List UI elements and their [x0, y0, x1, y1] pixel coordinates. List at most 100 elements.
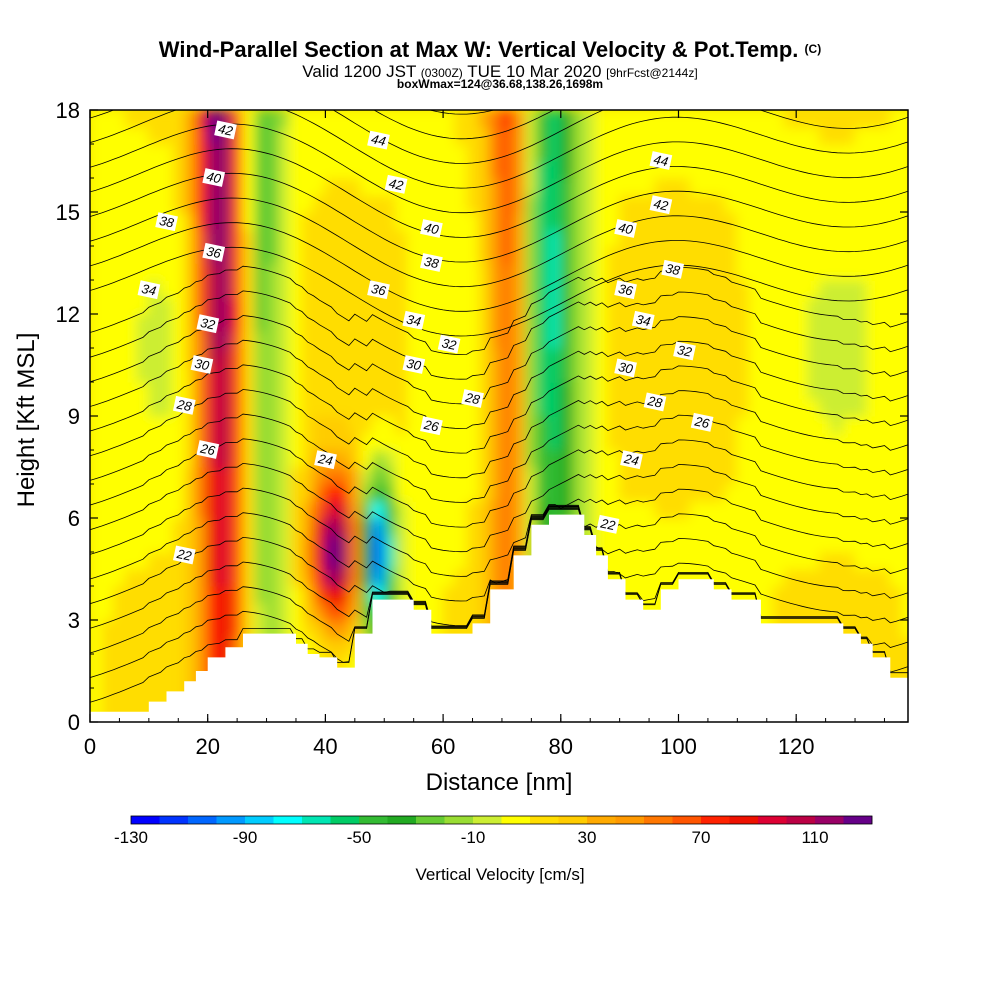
velocity-cell: [313, 347, 327, 366]
velocity-cell: [101, 602, 115, 621]
velocity-cell: [642, 585, 656, 604]
velocity-cell: [666, 534, 680, 553]
velocity-cell: [901, 466, 908, 485]
velocity-cell: [878, 619, 892, 638]
velocity-cell: [442, 262, 456, 281]
velocity-cell: [301, 143, 315, 162]
velocity-cell: [489, 177, 503, 196]
velocity-cell: [477, 262, 491, 281]
colorbar-segment: [416, 816, 445, 824]
velocity-cell: [477, 449, 491, 468]
velocity-cell: [489, 228, 503, 247]
x-tick-label: 20: [195, 734, 219, 759]
velocity-cell: [736, 449, 750, 468]
velocity-cell: [830, 432, 844, 451]
theta-contour-line: [90, 505, 908, 627]
velocity-cell: [901, 194, 908, 213]
velocity-cell: [783, 415, 797, 434]
velocity-cell: [207, 483, 221, 502]
velocity-cell: [830, 449, 844, 468]
velocity-cell: [866, 245, 880, 264]
velocity-cell: [430, 279, 444, 298]
velocity-cell: [842, 279, 856, 298]
velocity-cell: [454, 177, 468, 196]
velocity-cell: [101, 534, 115, 553]
velocity-cell: [783, 143, 797, 162]
velocity-cell: [124, 381, 138, 400]
velocity-cell: [854, 279, 868, 298]
velocity-cell: [901, 602, 908, 621]
velocity-cell: [572, 296, 586, 315]
velocity-cell: [324, 364, 338, 383]
velocity-cell: [477, 466, 491, 485]
velocity-cell: [160, 568, 174, 587]
velocity-cell: [830, 347, 844, 366]
velocity-cell: [595, 228, 609, 247]
velocity-cell: [136, 262, 150, 281]
velocity-cell: [619, 245, 633, 264]
velocity-cell: [819, 500, 833, 519]
velocity-cell: [195, 500, 209, 519]
x-tick-label: 60: [431, 734, 455, 759]
velocity-cell: [654, 110, 668, 128]
velocity-cell: [430, 143, 444, 162]
velocity-cell: [772, 194, 786, 213]
velocity-cell: [324, 381, 338, 400]
velocity-cell: [595, 313, 609, 332]
velocity-cell: [383, 500, 397, 519]
velocity-cell: [748, 415, 762, 434]
velocity-cell: [324, 126, 338, 145]
velocity-cell: [489, 364, 503, 383]
velocity-cell: [466, 364, 480, 383]
velocity-cell: [783, 160, 797, 179]
velocity-cell: [395, 381, 409, 400]
velocity-cell: [866, 517, 880, 536]
velocity-cell: [666, 500, 680, 519]
velocity-cell: [430, 585, 444, 604]
velocity-cell: [548, 466, 562, 485]
velocity-cell: [725, 347, 739, 366]
velocity-cell: [807, 568, 821, 587]
velocity-cell: [854, 296, 868, 315]
velocity-cell: [301, 110, 315, 128]
velocity-cell: [195, 194, 209, 213]
velocity-cell: [713, 313, 727, 332]
y-axis-label: Height [Kft MSL]: [13, 333, 40, 508]
velocity-cell: [713, 279, 727, 298]
velocity-cell: [254, 194, 268, 213]
velocity-cell: [124, 194, 138, 213]
velocity-cell: [113, 483, 127, 502]
velocity-cell: [607, 330, 621, 349]
velocity-cell: [701, 313, 715, 332]
velocity-cell: [689, 211, 703, 230]
velocity-cell: [619, 160, 633, 179]
contour-label: 32: [673, 341, 696, 361]
velocity-cell: [889, 313, 903, 332]
velocity-cell: [866, 568, 880, 587]
velocity-cell: [466, 160, 480, 179]
velocity-cell: [854, 211, 868, 230]
velocity-cell: [301, 517, 315, 536]
velocity-cell: [642, 568, 656, 587]
velocity-cell: [230, 381, 244, 400]
velocity-cell: [324, 483, 338, 502]
velocity-cell: [90, 585, 103, 604]
velocity-cell: [160, 160, 174, 179]
velocity-cell: [736, 381, 750, 400]
velocity-cell: [348, 415, 362, 434]
velocity-cell: [136, 687, 150, 706]
velocity-cell: [371, 500, 385, 519]
velocity-cell: [266, 228, 280, 247]
velocity-cell: [513, 211, 527, 230]
velocity-cell: [90, 568, 103, 587]
contour-label: 28: [172, 395, 196, 415]
svg-text:34: 34: [140, 281, 157, 299]
velocity-cell: [195, 534, 209, 553]
velocity-cell: [689, 245, 703, 264]
velocity-cell: [866, 466, 880, 485]
velocity-cell: [113, 296, 127, 315]
velocity-cell: [360, 483, 374, 502]
velocity-cell: [124, 313, 138, 332]
svg-text:40: 40: [617, 220, 635, 238]
velocity-cell: [630, 415, 644, 434]
